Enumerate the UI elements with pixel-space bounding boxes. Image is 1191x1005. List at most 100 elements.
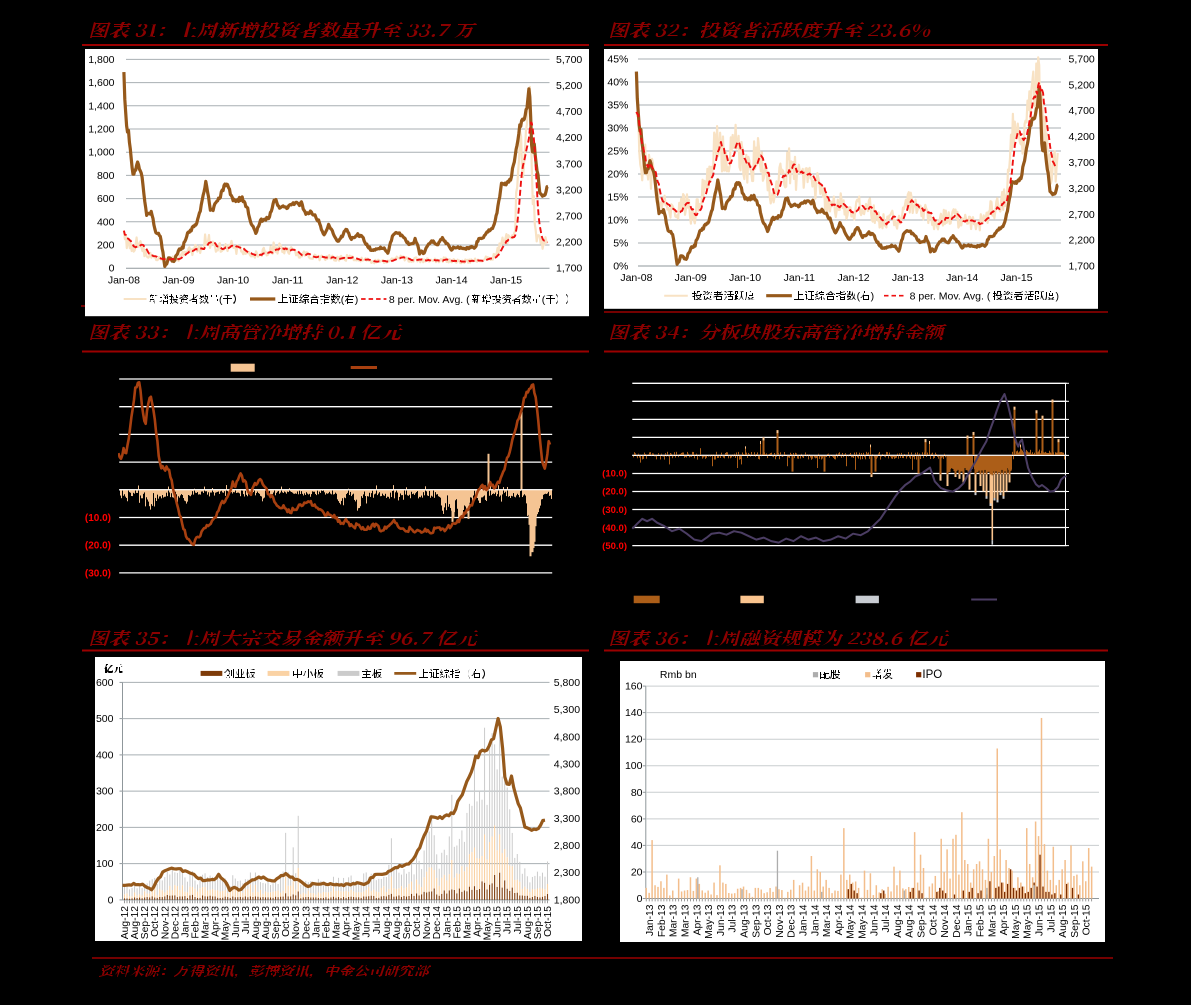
svg-text:3,300: 3,300 bbox=[554, 813, 580, 825]
svg-text:Aug-13: Aug-13 bbox=[261, 906, 272, 939]
svg-text:May-13: May-13 bbox=[221, 906, 232, 941]
svg-text:Jun-15: Jun-15 bbox=[1035, 904, 1046, 936]
svg-text:Oct-14: Oct-14 bbox=[412, 906, 423, 937]
svg-text:Aug-14: Aug-14 bbox=[392, 906, 403, 939]
svg-text:2,800: 2,800 bbox=[554, 840, 580, 852]
svg-text:3,200: 3,200 bbox=[556, 184, 582, 196]
svg-text:200: 200 bbox=[97, 240, 115, 252]
svg-text:Mar-13: Mar-13 bbox=[669, 904, 680, 937]
svg-text:5,200: 5,200 bbox=[556, 80, 582, 92]
svg-text:Feb-13: Feb-13 bbox=[191, 906, 202, 939]
svg-text:Feb-15: Feb-15 bbox=[452, 906, 463, 939]
svg-text:(30.0): (30.0) bbox=[85, 568, 111, 579]
svg-text:400: 400 bbox=[96, 749, 114, 761]
svg-text:Nov-14: Nov-14 bbox=[422, 906, 433, 939]
svg-text:5,700: 5,700 bbox=[556, 54, 582, 66]
svg-text:Oct-15: Oct-15 bbox=[1082, 904, 1093, 935]
svg-text:80: 80 bbox=[631, 787, 643, 799]
svg-text:Sep-12: Sep-12 bbox=[140, 906, 151, 939]
svg-text:Jan-15: Jan-15 bbox=[442, 906, 453, 938]
svg-text:Aug-15: Aug-15 bbox=[523, 906, 534, 939]
svg-text:): ) bbox=[1056, 291, 1060, 303]
svg-text:120: 120 bbox=[625, 734, 643, 746]
svg-text:(: ( bbox=[857, 291, 861, 303]
svg-text:Sep-14: Sep-14 bbox=[402, 906, 413, 939]
svg-text:3,700: 3,700 bbox=[1069, 157, 1095, 169]
svg-text:Apr-13: Apr-13 bbox=[211, 906, 222, 937]
svg-text:Jan-14: Jan-14 bbox=[946, 272, 978, 284]
svg-text:600: 600 bbox=[97, 193, 115, 205]
svg-text:Jan-10: Jan-10 bbox=[729, 272, 761, 284]
svg-text:0: 0 bbox=[108, 894, 114, 906]
svg-text:Jan-11: Jan-11 bbox=[784, 272, 815, 284]
svg-text:(10.0): (10.0) bbox=[602, 469, 627, 480]
svg-text:Jan-13: Jan-13 bbox=[645, 904, 656, 936]
svg-text:Apr-15: Apr-15 bbox=[999, 904, 1010, 935]
svg-text:40: 40 bbox=[631, 840, 643, 852]
svg-text:20%: 20% bbox=[607, 169, 628, 181]
svg-text:1,200: 1,200 bbox=[88, 124, 114, 136]
svg-text:): ) bbox=[355, 294, 359, 306]
svg-text:Dec-13: Dec-13 bbox=[787, 904, 798, 937]
svg-text:May-14: May-14 bbox=[352, 906, 363, 941]
svg-text:May-15: May-15 bbox=[1023, 904, 1034, 939]
svg-text:4,200: 4,200 bbox=[1069, 131, 1095, 143]
svg-text:Aug-13: Aug-13 bbox=[740, 904, 751, 937]
svg-text:Jan-14: Jan-14 bbox=[799, 904, 810, 936]
svg-text:Jul-15: Jul-15 bbox=[1046, 904, 1057, 932]
svg-text:Jan-15: Jan-15 bbox=[490, 275, 522, 287]
svg-text:Jun-15: Jun-15 bbox=[493, 906, 504, 938]
svg-text:Jan-14: Jan-14 bbox=[810, 904, 821, 936]
svg-text:Mar-13: Mar-13 bbox=[201, 906, 212, 939]
svg-text:Mar-14: Mar-14 bbox=[332, 906, 343, 939]
svg-text:5,700: 5,700 bbox=[1069, 54, 1095, 66]
svg-text:5,300: 5,300 bbox=[554, 704, 580, 716]
svg-text:0: 0 bbox=[637, 893, 643, 905]
svg-text:Apr-14: Apr-14 bbox=[342, 906, 353, 937]
svg-text:): ) bbox=[871, 291, 875, 303]
svg-text:Jul-14: Jul-14 bbox=[881, 904, 892, 932]
svg-text:Jan-08: Jan-08 bbox=[620, 272, 652, 284]
svg-text:Jan-08: Jan-08 bbox=[108, 275, 140, 287]
svg-text:800: 800 bbox=[97, 170, 115, 182]
svg-text:Aug-14: Aug-14 bbox=[905, 904, 916, 937]
svg-text:Sep-13: Sep-13 bbox=[751, 904, 762, 937]
svg-text:Feb-14: Feb-14 bbox=[321, 906, 332, 939]
svg-text:Dec-14: Dec-14 bbox=[952, 904, 963, 937]
svg-text:Dec-12: Dec-12 bbox=[170, 906, 181, 939]
svg-text:1,600: 1,600 bbox=[88, 77, 114, 89]
svg-text:Jan-15: Jan-15 bbox=[1000, 272, 1032, 284]
svg-text:IPO: IPO bbox=[922, 669, 942, 681]
svg-text:Jun-14: Jun-14 bbox=[362, 906, 373, 938]
svg-text:Jan-12: Jan-12 bbox=[326, 275, 358, 287]
svg-text:Mar-15: Mar-15 bbox=[462, 906, 473, 939]
svg-text:0%: 0% bbox=[613, 261, 628, 273]
svg-text:Oct-15: Oct-15 bbox=[543, 906, 554, 937]
svg-text:25%: 25% bbox=[607, 146, 628, 158]
svg-text:200: 200 bbox=[96, 822, 114, 834]
svg-text:1,700: 1,700 bbox=[1069, 261, 1095, 273]
svg-text:500: 500 bbox=[96, 713, 114, 725]
svg-text:160: 160 bbox=[625, 681, 643, 693]
svg-text:Oct-14: Oct-14 bbox=[928, 904, 939, 935]
svg-text:4,300: 4,300 bbox=[554, 759, 580, 771]
svg-text:Jun-14: Jun-14 bbox=[869, 904, 880, 936]
svg-text:8 per. Mov. Avg. (: 8 per. Mov. Avg. ( bbox=[389, 294, 470, 306]
svg-text:Aug-14: Aug-14 bbox=[382, 906, 393, 939]
svg-text:40%: 40% bbox=[607, 77, 628, 89]
svg-text:Jan-13: Jan-13 bbox=[180, 906, 191, 938]
svg-text:(10.0): (10.0) bbox=[85, 513, 111, 524]
svg-text:4,700: 4,700 bbox=[1069, 105, 1095, 117]
svg-text:Aug-12: Aug-12 bbox=[130, 906, 141, 939]
svg-text:May-13: May-13 bbox=[704, 904, 715, 939]
svg-text:Jun-13: Jun-13 bbox=[716, 904, 727, 936]
svg-text:Sep-15: Sep-15 bbox=[533, 906, 544, 939]
svg-text:2,200: 2,200 bbox=[1069, 235, 1095, 247]
svg-text:(40.0): (40.0) bbox=[602, 523, 627, 534]
svg-text:35%: 35% bbox=[607, 100, 628, 112]
svg-text:Jul-15: Jul-15 bbox=[503, 906, 514, 934]
svg-text:Jan-14: Jan-14 bbox=[311, 906, 322, 938]
svg-text:Jul-14: Jul-14 bbox=[372, 906, 383, 934]
svg-text:0: 0 bbox=[109, 263, 115, 275]
svg-text:140: 140 bbox=[625, 707, 643, 719]
